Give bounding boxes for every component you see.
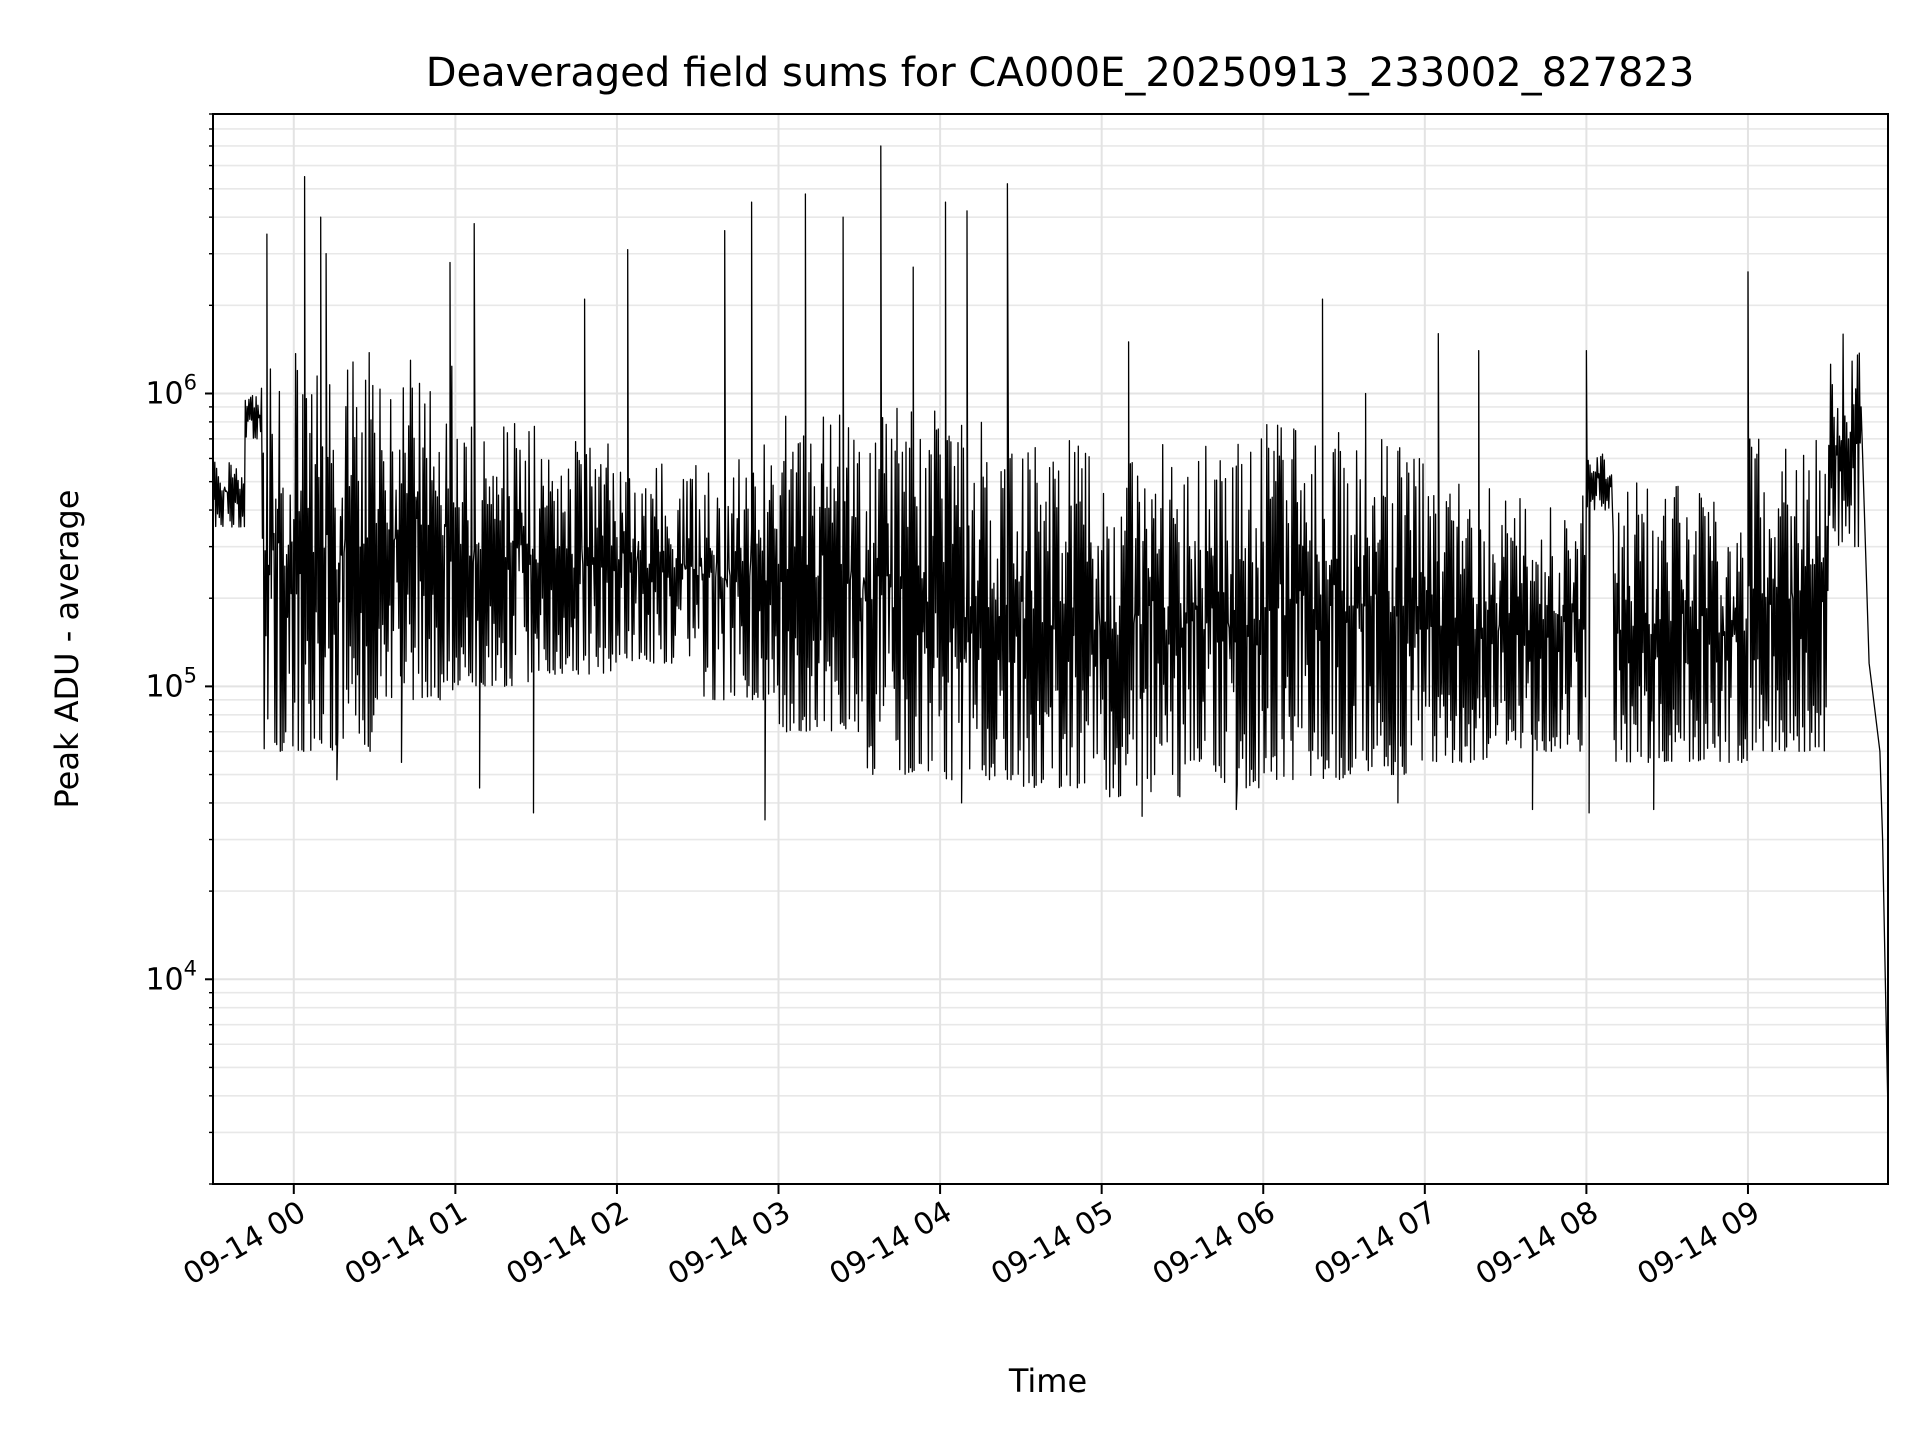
y-tick-label-base: 10 [145, 962, 183, 997]
y-tick-label-exponent: 5 [184, 663, 197, 687]
x-tick-label: 09-14 01 [339, 1195, 473, 1293]
y-tick-label-exponent: 4 [184, 956, 197, 980]
x-tick-label: 09-14 00 [177, 1195, 311, 1293]
x-tick-label: 09-14 03 [662, 1195, 796, 1293]
plot-frame [212, 113, 1889, 1185]
x-tick-label: 09-14 02 [501, 1195, 635, 1293]
y-tick-label-base: 10 [145, 669, 183, 704]
y-tick-label-exponent: 6 [184, 370, 197, 394]
x-tick-label: 09-14 07 [1308, 1195, 1442, 1293]
plot-area [212, 145, 1889, 1113]
series-line [212, 145, 1889, 1113]
x-tick-label: 09-14 09 [1632, 1195, 1766, 1293]
y-tick-label: 106 [145, 370, 197, 411]
x-axis-label: Time [1008, 1362, 1087, 1400]
chart-title: Deaveraged field sums for CA000E_2025091… [426, 50, 1695, 96]
y-tick-label: 104 [145, 956, 197, 997]
x-tick-label: 09-14 08 [1470, 1195, 1604, 1293]
y-tick-label-base: 10 [145, 376, 183, 411]
y-axis-label: Peak ADU - average [48, 490, 86, 809]
y-tick-label: 105 [145, 663, 197, 704]
x-tick-label: 09-14 06 [1147, 1195, 1281, 1293]
x-tick-label: 09-14 05 [985, 1195, 1119, 1293]
x-tick-label: 09-14 04 [824, 1195, 958, 1293]
x-axis: 09-14 00 09-14 01 09-14 02 09-14 03 09-14 04… [177, 1184, 1766, 1293]
